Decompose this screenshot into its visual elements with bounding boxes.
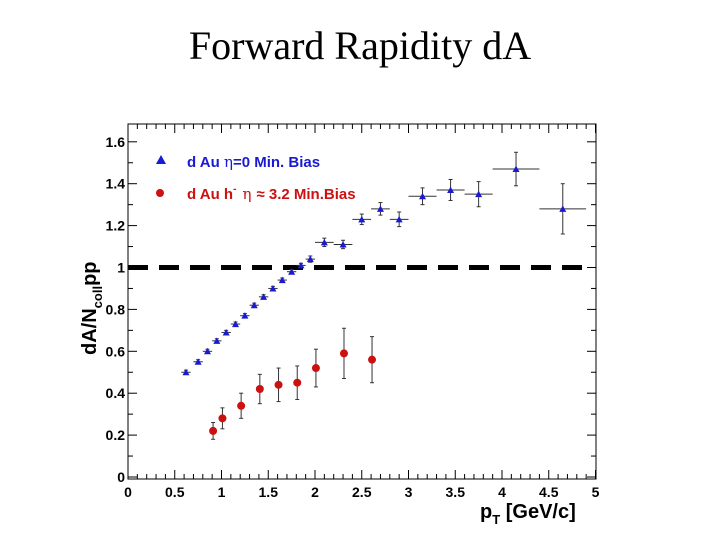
series-eta32-min-bias: [209, 327, 377, 440]
data-point-circle: [255, 385, 264, 394]
x-tick-label: 4.5: [539, 484, 559, 500]
data-point-triangle: [297, 261, 305, 269]
y-tick-label: 0.2: [106, 427, 126, 443]
y-tick-label: 0.4: [106, 385, 126, 401]
y-tick-label: 1.4: [106, 176, 126, 192]
axis-ticks: [127, 124, 596, 479]
legend-label-eta0: d Au η=0 Min. Bias: [187, 153, 320, 171]
y-tick-label: 1.6: [106, 134, 126, 150]
data-point-triangle: [559, 205, 567, 212]
data-point-triangle: [182, 368, 190, 376]
legend-marker-circle: [156, 189, 164, 197]
data-point-triangle: [475, 190, 483, 198]
legend-label-eta32: d Au h-η ≈ 3.2 Min.Bias: [187, 184, 356, 203]
data-point-circle: [218, 414, 227, 423]
x-tick-label: 4: [498, 484, 506, 500]
data-point-triangle: [194, 358, 202, 365]
data-point-triangle: [260, 293, 268, 300]
y-tick-labels: 0 0.2 0.4 0.6 0.8 1 1.2 1.4 1.6: [106, 134, 126, 485]
y-tick-label: 1: [117, 260, 125, 276]
legend-marker-triangle: [156, 155, 166, 164]
data-point-triangle: [376, 205, 384, 212]
data-point-triangle: [222, 328, 230, 336]
data-point-triangle: [278, 276, 286, 284]
y-tick-label: 1.2: [106, 218, 126, 234]
data-point-circle: [293, 378, 302, 387]
data-point-triangle: [232, 320, 240, 328]
legend: d Au η=0 Min. Bias d Au h-η ≈ 3.2 Min.Bia…: [156, 153, 356, 203]
y-tick-label: 0.8: [106, 301, 126, 317]
x-tick-label: 3: [405, 484, 413, 500]
data-point-triangle: [339, 240, 347, 248]
x-axis-title: pT [GeV/c]: [480, 501, 576, 527]
data-point-triangle: [288, 268, 296, 275]
data-point-triangle: [269, 284, 277, 292]
data-series: [181, 151, 587, 440]
data-point-triangle: [213, 337, 221, 344]
data-point-triangle: [320, 238, 328, 246]
slide-title: Forward Rapidity dA: [188, 23, 532, 68]
data-point-circle: [311, 364, 320, 373]
data-point-triangle: [203, 347, 211, 355]
y-axis-title: dA/Ncollpp: [79, 261, 105, 355]
data-point-triangle: [358, 215, 366, 223]
x-tick-label: 2: [311, 484, 319, 500]
data-point-circle: [209, 426, 218, 435]
data-point-triangle: [241, 312, 249, 319]
y-tick-label: 0: [117, 469, 125, 485]
data-point-circle: [368, 355, 377, 364]
data-point-circle: [274, 380, 283, 389]
data-point-triangle: [250, 301, 258, 309]
data-point-circle: [339, 349, 348, 358]
x-tick-label: 0.5: [165, 484, 185, 500]
x-tick-label: 3.5: [446, 484, 466, 500]
data-point-triangle: [306, 255, 314, 263]
data-point-triangle: [395, 215, 403, 223]
data-point-triangle: [447, 186, 455, 193]
x-tick-label: 2.5: [352, 484, 372, 500]
data-point-triangle: [512, 165, 520, 173]
series-eta0-min-bias: [181, 151, 587, 376]
y-tick-label: 0.6: [106, 343, 126, 359]
x-tick-label: 5: [592, 484, 600, 500]
x-tick-label: 1: [218, 484, 226, 500]
x-tick-label: 1.5: [259, 484, 279, 500]
x-tick-labels: 0 0.5 1 1.5 2 2.5 3 3.5 4 4.5 5: [124, 484, 600, 500]
data-point-circle: [237, 401, 246, 410]
data-point-triangle: [419, 192, 427, 200]
x-tick-label: 0: [124, 484, 132, 500]
plot-frame: [127, 123, 597, 480]
